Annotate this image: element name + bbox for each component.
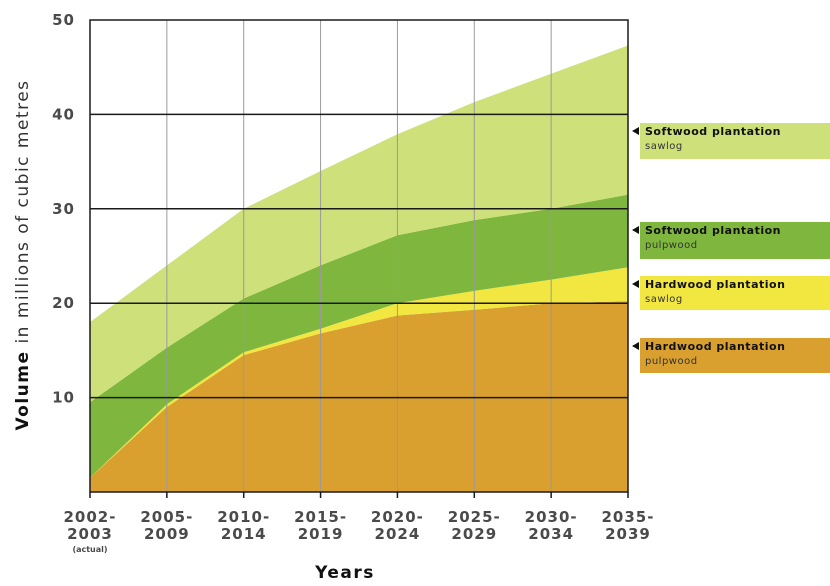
area-series-0 bbox=[90, 301, 628, 492]
legend-label: Hardwood plantation bbox=[645, 278, 785, 291]
legend-item: Hardwood plantation pulpwood bbox=[632, 338, 830, 373]
area-series-3 bbox=[90, 45, 628, 403]
x-tick-label: 2020-2024 bbox=[371, 508, 424, 543]
area-series-2 bbox=[90, 194, 628, 478]
y-tick-label: 40 bbox=[52, 105, 75, 123]
x-tick-labels: 2002-2003 2005-2009 2010-2014 2015-2019 2020… bbox=[64, 508, 655, 554]
x-tick-label: 2025-2029 bbox=[448, 508, 501, 543]
x-tick-label-line: 2005- bbox=[140, 508, 193, 526]
x-tick-label-line: 2035- bbox=[602, 508, 655, 526]
x-tick-label-line: 2024 bbox=[375, 525, 421, 543]
x-tick-label: 2030-2034 bbox=[525, 508, 578, 543]
chart-grid bbox=[89, 19, 629, 498]
x-tick-label-line: 2025- bbox=[448, 508, 501, 526]
x-tick-label-line: 2020- bbox=[371, 508, 424, 526]
area-series-1 bbox=[90, 267, 628, 478]
x-axis-title: Years bbox=[314, 563, 375, 582]
x-tick-label-line: 2039 bbox=[605, 525, 651, 543]
pointer-arrow-icon bbox=[632, 226, 639, 234]
y-tick-label: 50 bbox=[52, 11, 75, 29]
x-tick-label: 2035-2039 bbox=[602, 508, 655, 543]
y-axis-title: Volume in millions of cubic metres bbox=[13, 79, 33, 430]
legend-sublabel: sawlog bbox=[645, 141, 683, 152]
x-tick-label-line: 2030- bbox=[525, 508, 578, 526]
y-tick-label: 30 bbox=[52, 200, 75, 218]
x-tick-label-line: 2010- bbox=[217, 508, 270, 526]
legend-item: Softwood plantation pulpwood bbox=[632, 222, 830, 259]
x-tick-label-line: 2003 bbox=[67, 525, 113, 543]
y-tick-labels: 10 20 30 40 50 bbox=[52, 11, 75, 407]
legend-label: Softwood plantation bbox=[645, 224, 781, 237]
legend-swatch bbox=[640, 123, 830, 159]
x-tick-label-line: 2002- bbox=[64, 508, 117, 526]
legend-item: Softwood plantation sawlog bbox=[632, 123, 830, 159]
y-axis-title-rest: in millions of cubic metres bbox=[13, 79, 33, 350]
x-tick-label-line: 2009 bbox=[144, 525, 190, 543]
legend-item: Hardwood plantation sawlog bbox=[632, 276, 830, 310]
legend-swatch bbox=[640, 276, 830, 310]
x-tick-label-line: 2034 bbox=[528, 525, 574, 543]
x-tick-label-line: 2019 bbox=[298, 525, 344, 543]
y-axis-title-bold: Volume bbox=[13, 350, 33, 430]
x-tick-label: 2010-2014 bbox=[217, 508, 270, 543]
pointer-arrow-icon bbox=[632, 127, 639, 135]
x-tick-label: 2005-2009 bbox=[140, 508, 193, 543]
legend-swatch bbox=[640, 222, 830, 259]
y-tick-label: 10 bbox=[52, 389, 75, 407]
x-tick-label-line: 2015- bbox=[294, 508, 347, 526]
legend-sublabel: pulpwood bbox=[645, 240, 698, 251]
x-tick-label: 2002-2003 bbox=[64, 508, 117, 543]
x-tick-note: (actual) bbox=[72, 545, 107, 554]
y-tick-label: 20 bbox=[52, 294, 75, 312]
x-tick-label-line: 2029 bbox=[451, 525, 497, 543]
pointer-arrow-icon bbox=[632, 342, 639, 350]
legend-label: Hardwood plantation bbox=[645, 340, 785, 353]
x-tick-label: 2015-2019 bbox=[294, 508, 347, 543]
x-tick-label-line: 2014 bbox=[221, 525, 267, 543]
legend-label: Softwood plantation bbox=[645, 125, 781, 138]
chart-areas bbox=[90, 45, 628, 492]
legend-sublabel: sawlog bbox=[645, 294, 683, 305]
plot-frame bbox=[89, 19, 629, 493]
legend-sublabel: pulpwood bbox=[645, 356, 698, 367]
pointer-arrow-icon bbox=[632, 280, 639, 288]
legend-swatch bbox=[640, 338, 830, 373]
